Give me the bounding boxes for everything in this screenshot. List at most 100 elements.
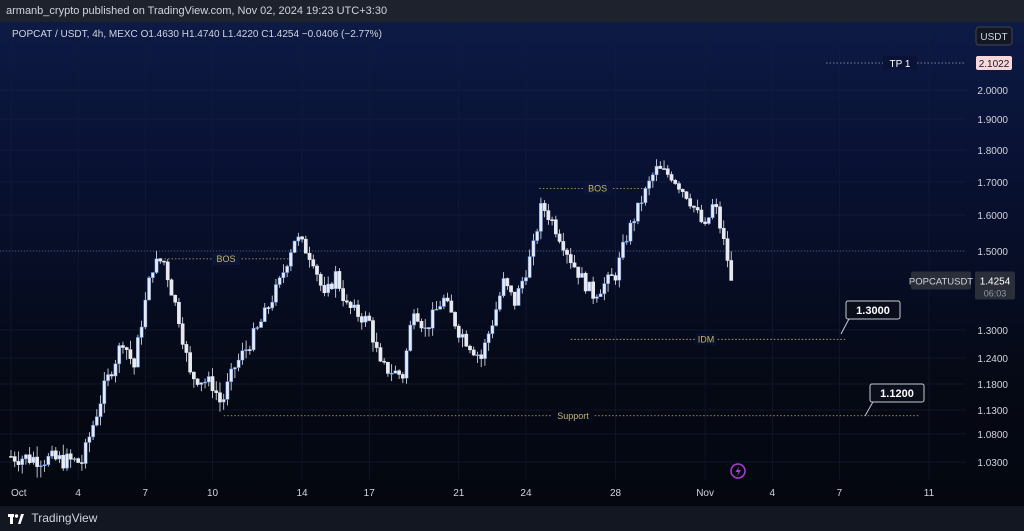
price-tick: 1.0300: [977, 458, 1008, 469]
bos2-bg: [583, 182, 612, 195]
candle-body: [16, 461, 21, 465]
candle-body: [718, 206, 722, 229]
price-axis[interactable]: 2.0000 1.9000 1.8000 1.7000 1.6000 1.5000 1.30…: [909, 56, 1015, 469]
candle-body: [568, 254, 573, 264]
candle-body: [210, 376, 215, 392]
candle-body: [68, 453, 73, 460]
time-tick: 21: [453, 488, 465, 499]
candle-body: [572, 262, 577, 268]
candle-body: [692, 205, 696, 208]
candle-body: [699, 209, 704, 223]
candle-body: [419, 321, 424, 329]
candle-body: [636, 202, 640, 222]
candle-body: [307, 252, 312, 260]
candle-body: [412, 313, 416, 326]
candle-body: [639, 202, 644, 204]
candle-body: [606, 274, 610, 284]
candle-body: [498, 295, 502, 310]
candle-body: [684, 191, 689, 199]
symbol-box: [911, 271, 971, 290]
footer-bar: TradingView: [0, 506, 1024, 531]
candle-body: [218, 392, 222, 403]
candle-body: [24, 454, 28, 460]
candle-body: [386, 362, 390, 374]
candle-body: [139, 326, 144, 338]
candle-body: [281, 272, 286, 278]
price-tick: 1.9000: [977, 115, 1008, 126]
candle-body: [188, 352, 192, 373]
candle-body: [359, 316, 364, 323]
legend-part: C1.4254: [261, 29, 302, 40]
candle-body: [72, 458, 77, 460]
candle-body: [9, 456, 13, 458]
bos-label-2: BOS: [588, 184, 607, 194]
candle-body: [434, 308, 439, 311]
price-chart[interactable]: TP 1 BOS BOS IDM Support 1.3000 1.1200 2.0000 1…: [0, 22, 1024, 506]
price-tick: 1.8000: [977, 146, 1008, 157]
candle-body: [348, 301, 353, 308]
candle-body: [61, 454, 66, 469]
candle-body: [20, 458, 25, 465]
candle-body: [449, 300, 454, 313]
support-label: Support: [557, 411, 589, 421]
candle-body: [31, 456, 36, 463]
price-tick: 1.0800: [977, 430, 1008, 441]
candle-body: [647, 180, 651, 189]
candle-body: [632, 221, 637, 224]
candle-body: [598, 293, 603, 297]
price-tick: 1.7000: [977, 178, 1008, 189]
candle-body: [98, 403, 103, 417]
lightning-icon[interactable]: [730, 463, 746, 479]
candle-body: [624, 240, 629, 243]
time-tick: 10: [207, 488, 219, 499]
candle-body: [393, 370, 398, 374]
candle-body: [277, 277, 282, 285]
price-tick: 1.2400: [977, 354, 1008, 365]
support-bg: [552, 409, 594, 422]
candle-body: [542, 203, 547, 211]
tradingview-logo-icon: [8, 513, 24, 524]
candle-body: [266, 307, 271, 309]
currency-label: USDT: [980, 32, 1007, 43]
candle-body: [80, 462, 84, 464]
candle-body: [83, 442, 88, 464]
candle-body: [318, 274, 323, 286]
candle-body: [490, 325, 495, 334]
currency-button[interactable]: USDT: [975, 26, 1013, 46]
candle-body: [65, 453, 69, 469]
candle-body: [494, 309, 498, 326]
candle-body: [621, 241, 625, 258]
last-price-label: 1.4254: [980, 276, 1011, 287]
candle-body: [468, 345, 472, 351]
candle-body: [471, 349, 476, 356]
candle-body: [292, 240, 297, 253]
candle-body: [221, 399, 226, 403]
candle-body: [147, 277, 151, 301]
candle-body: [270, 302, 275, 309]
candle-body: [430, 309, 435, 329]
candle-body: [456, 325, 461, 338]
candle-body: [352, 304, 357, 308]
time-tick: Oct: [11, 488, 27, 499]
candle-body: [531, 240, 536, 257]
candle-body: [27, 454, 32, 463]
candle-body: [117, 345, 122, 365]
tp-price-label: 2.1022: [979, 59, 1010, 70]
candle-body: [651, 174, 655, 182]
candle-body: [524, 277, 528, 282]
candle-body: [113, 363, 118, 377]
candle-body: [274, 284, 278, 303]
candle-body: [109, 374, 114, 377]
candle-body: [76, 458, 81, 463]
candle-body: [576, 266, 581, 278]
candle-body: [177, 301, 181, 324]
time-axis[interactable]: Oct 4 7 10 14 17 21 24 28 Nov 4 7 11: [11, 488, 935, 499]
candle-body: [203, 381, 207, 384]
candle-body: [206, 376, 211, 383]
chart-area[interactable]: TP 1 BOS BOS IDM Support 1.3000 1.1200 2.0000 1…: [0, 22, 1024, 506]
candle-body: [363, 315, 368, 323]
publish-info: armanb_crypto published on TradingView.c…: [6, 5, 388, 17]
candle-body: [479, 354, 484, 359]
callout-1120-pointer: [864, 399, 875, 417]
candle-body: [91, 424, 95, 438]
